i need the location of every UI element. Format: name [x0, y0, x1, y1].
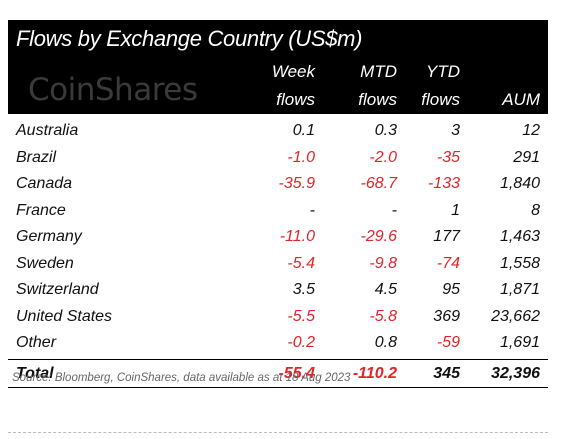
- mtd-flow: 4.5: [374, 281, 397, 298]
- country-name: Canada: [16, 175, 73, 192]
- country-name: Australia: [16, 122, 79, 139]
- coinshares-logo: CoinShares: [28, 72, 198, 108]
- source-note: Source: Bloomberg, CoinShares, data avai…: [12, 372, 351, 384]
- ytd-flow: -59: [436, 334, 460, 351]
- total-aum: 32,396: [491, 364, 540, 382]
- total-label: Total: [16, 364, 54, 382]
- divider: [8, 432, 548, 433]
- table-row: Other -0.2 0.8 -59 1,691: [8, 330, 548, 357]
- country-name: Brazil: [16, 148, 57, 166]
- ytd-flow: 177: [433, 228, 460, 245]
- week-flow: -1.0: [287, 148, 315, 166]
- table-row: Sweden -5.4 -9.8 -74 1,558: [8, 251, 548, 278]
- ytd-flow: -35: [436, 148, 460, 166]
- aum-value: 12: [522, 122, 540, 139]
- mtd-flow: -9.8: [369, 254, 397, 272]
- country-name: France: [16, 201, 66, 219]
- mtd-flow: -68.7: [360, 175, 397, 192]
- total-ytd-flow: 345: [433, 364, 460, 382]
- week-flow: -: [309, 201, 315, 219]
- aum-value: 1,558: [499, 254, 540, 272]
- week-flow: -11.0: [279, 228, 315, 245]
- aum-value: 291: [513, 148, 540, 166]
- ytd-flow: 3: [451, 122, 460, 139]
- aum-value: 23,662: [491, 307, 540, 325]
- table-row: France - - 1 8: [8, 198, 548, 225]
- table-row: Brazil -1.0 -2.0 -35 291: [8, 145, 548, 172]
- aum-value: 8: [531, 201, 540, 219]
- table-row: Germany -11.0 -29.6 177 1,463: [8, 224, 548, 251]
- table-row: Canada -35.9 -68.7 -133 1,840: [8, 171, 548, 198]
- ytd-flow: 1: [451, 201, 460, 219]
- header-aum: AUM: [502, 90, 540, 109]
- mtd-flow: 0.8: [374, 334, 397, 351]
- week-flow: -5.5: [287, 307, 315, 325]
- ytd-flow: -74: [436, 254, 460, 272]
- total-row: Total -55.4 -110.2 345 32,396: [8, 358, 548, 388]
- mtd-flow: -2.0: [369, 148, 397, 166]
- table-title: Flows by Exchange Country (US$m): [8, 20, 548, 58]
- week-flow: 3.5: [292, 281, 315, 298]
- aum-value: 1,463: [499, 228, 540, 245]
- aum-value: 1,840: [499, 175, 540, 192]
- aum-value: 1,691: [499, 334, 540, 351]
- flows-table-panel: Flows by Exchange Country (US$m) CoinSha…: [8, 20, 548, 388]
- week-flow: -0.2: [287, 334, 315, 351]
- week-flow: -35.9: [278, 175, 315, 192]
- country-name: Sweden: [16, 254, 74, 272]
- country-name: Other: [16, 334, 57, 351]
- header-ytd: YTD flows: [421, 62, 460, 109]
- week-flow: 0.1: [292, 122, 315, 139]
- ytd-flow: -133: [427, 175, 460, 192]
- mtd-flow: -: [391, 201, 397, 219]
- aum-value: 1,871: [499, 281, 540, 298]
- table-header: CoinShares Week flows MTD flows YTD flows A…: [8, 58, 548, 114]
- header-mtd: MTD flows: [358, 62, 397, 109]
- mtd-flow: -29.6: [360, 228, 397, 245]
- table-row: United States -5.5 -5.8 369 23,662: [8, 304, 548, 331]
- ytd-flow: 369: [433, 307, 460, 325]
- country-name: Germany: [16, 228, 82, 245]
- table-body: Australia 0.1 0.3 3 12 Brazil -1.0 -2.0 …: [8, 118, 548, 388]
- table-row: Switzerland 3.5 4.5 95 1,871: [8, 277, 548, 304]
- total-mtd-flow: -110.2: [352, 364, 397, 382]
- total-week-flow: -55.4: [278, 364, 315, 382]
- table-row: Australia 0.1 0.3 3 12: [8, 118, 548, 145]
- mtd-flow: 0.3: [374, 122, 397, 139]
- country-name: United States: [16, 307, 113, 325]
- country-name: Switzerland: [16, 281, 99, 298]
- ytd-flow: 95: [442, 281, 460, 298]
- header-week: Week flows: [271, 62, 315, 109]
- mtd-flow: -5.8: [369, 307, 397, 325]
- week-flow: -5.4: [287, 254, 315, 272]
